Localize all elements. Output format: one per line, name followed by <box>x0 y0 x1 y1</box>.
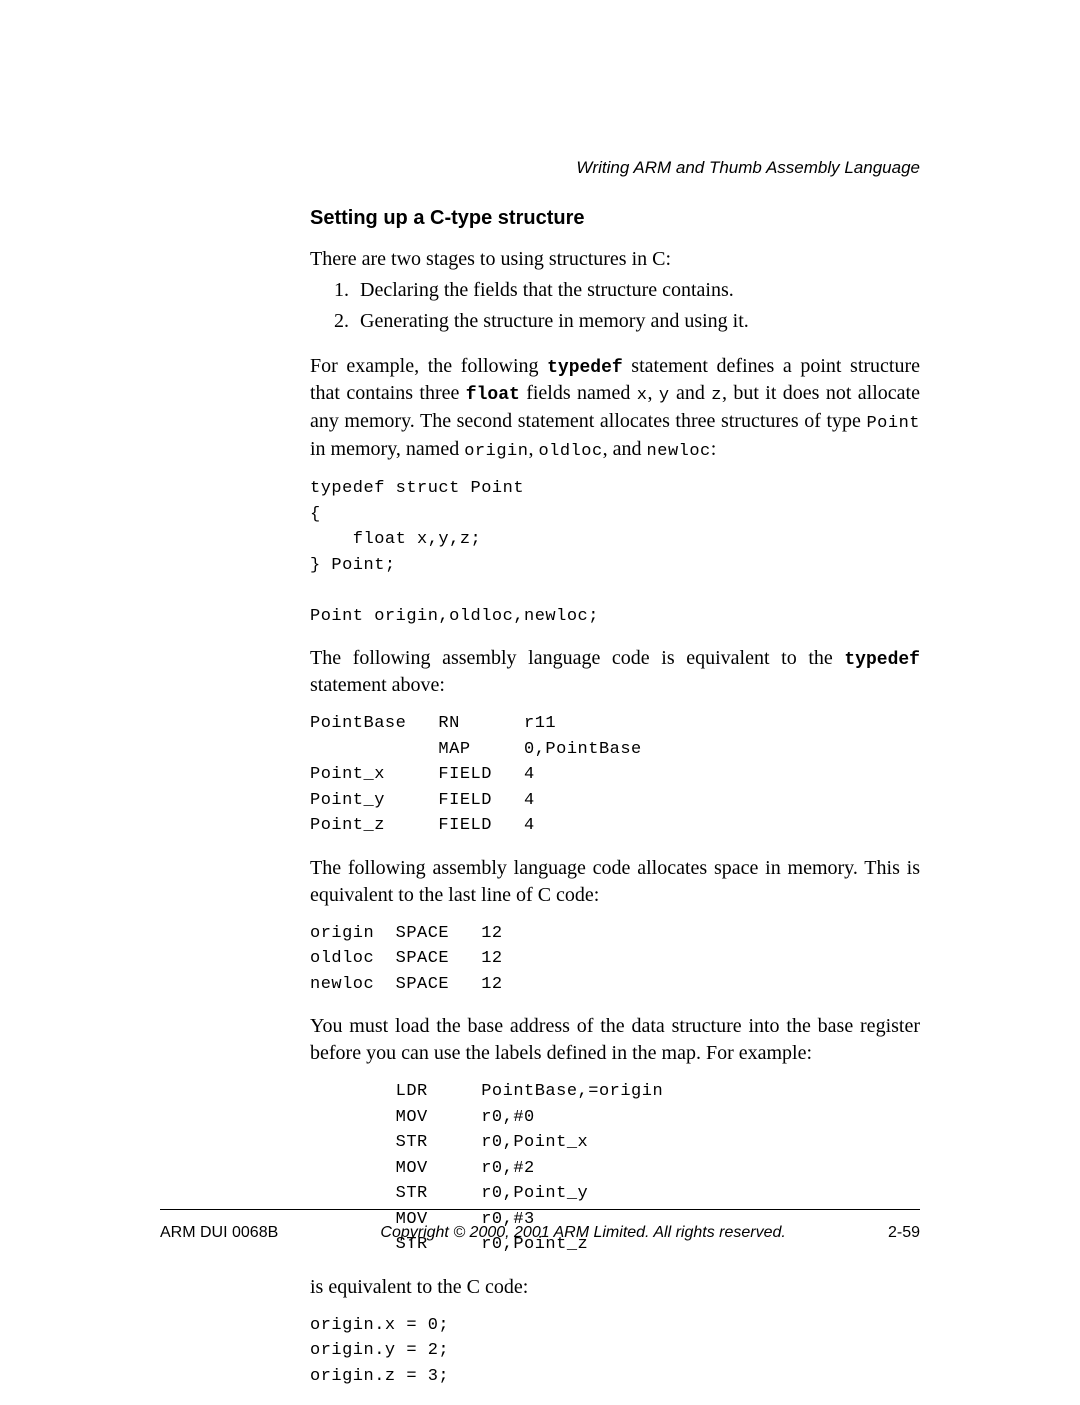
page-footer: ARM DUI 0068B Copyright © 2000, 2001 ARM… <box>160 1209 920 1242</box>
text: For example, the following <box>310 355 547 377</box>
text: , <box>528 438 538 460</box>
paragraph: The following assembly language code is … <box>310 645 920 699</box>
text: in memory, named <box>310 438 464 460</box>
paragraph: There are two stages to using structures… <box>310 246 920 273</box>
text: The following assembly language code is … <box>310 647 844 669</box>
footer-page-number: 2-59 <box>888 1224 920 1242</box>
keyword-float: float <box>466 385 520 405</box>
text: , and <box>603 438 647 460</box>
paragraph: You must load the base address of the da… <box>310 1013 920 1067</box>
paragraph: The following assembly language code all… <box>310 855 920 909</box>
paragraph: is equivalent to the C code: <box>310 1274 920 1301</box>
code-block-typedef: typedef struct Point { float x,y,z; } Po… <box>310 476 920 629</box>
code-block-space: origin SPACE 12 oldloc SPACE 12 newloc S… <box>310 921 920 998</box>
keyword-typedef: typedef <box>844 650 920 670</box>
list-item: Declaring the fields that the structure … <box>354 277 920 304</box>
text: and <box>670 382 712 404</box>
inline-code: z <box>711 386 722 405</box>
text: , <box>647 382 658 404</box>
keyword-typedef: typedef <box>547 358 623 378</box>
inline-code: x <box>637 386 648 405</box>
section-heading: Setting up a C-type structure <box>310 205 920 232</box>
text: statement above: <box>310 674 445 696</box>
text: fields named <box>520 382 637 404</box>
inline-code: oldloc <box>538 442 602 461</box>
numbered-list: Declaring the fields that the structure … <box>310 277 920 335</box>
code-block-assign: origin.x = 0; origin.y = 2; origin.z = 3… <box>310 1313 920 1390</box>
running-head: Writing ARM and Thumb Assembly Language <box>576 158 920 178</box>
text: : <box>711 438 717 460</box>
footer-copyright: Copyright © 2000, 2001 ARM Limited. All … <box>278 1224 888 1242</box>
paragraph: For example, the following typedef state… <box>310 353 920 464</box>
footer-row: ARM DUI 0068B Copyright © 2000, 2001 ARM… <box>160 1210 920 1242</box>
list-item: Generating the structure in memory and u… <box>354 308 920 335</box>
inline-code: origin <box>464 442 528 461</box>
code-block-map: PointBase RN r11 MAP 0,PointBase Point_x… <box>310 711 920 839</box>
inline-code: y <box>659 386 670 405</box>
inline-code: newloc <box>647 442 711 461</box>
footer-doc-id: ARM DUI 0068B <box>160 1224 278 1242</box>
page: Writing ARM and Thumb Assembly Language … <box>0 0 1080 1397</box>
inline-code: Point <box>866 414 920 433</box>
